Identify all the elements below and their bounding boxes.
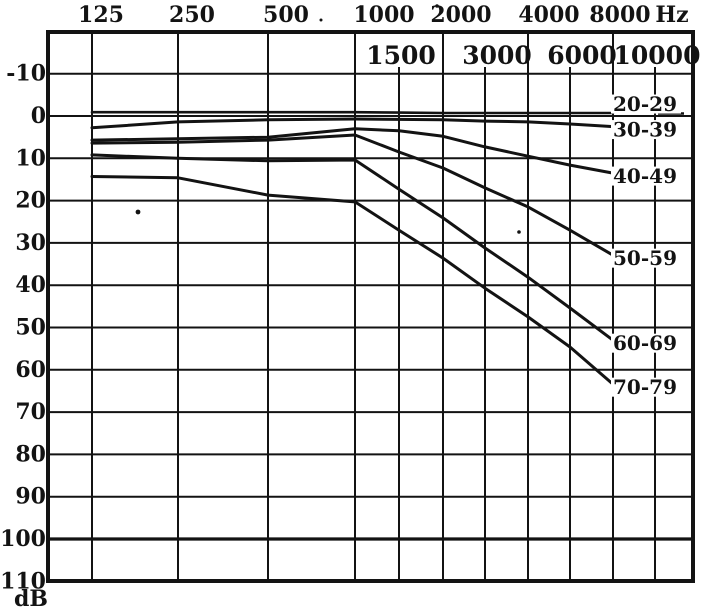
curve-70-79 xyxy=(90,175,615,386)
y-tick-label-0: 0 xyxy=(31,103,46,129)
curve-30-39 xyxy=(90,117,615,130)
x-tick-label-10000: 10000 xyxy=(614,41,701,70)
y-tick-label-30: 30 xyxy=(15,230,46,256)
curve-60-69 xyxy=(90,153,615,342)
y-axis-unit-label: dB xyxy=(14,586,48,612)
series-label-40-49: 40-49 xyxy=(613,164,677,188)
print-speck-2 xyxy=(435,4,439,8)
y-tick-label-110: 110 xyxy=(0,568,46,594)
series-label-bg-40-49 xyxy=(611,166,681,186)
x-tick-label-3000: 3000 xyxy=(462,41,532,70)
y-tick-label--10: -10 xyxy=(6,61,46,87)
series-label-bg-70-79 xyxy=(611,377,681,397)
series-label-20-29: 20-29 xyxy=(613,92,677,116)
print-speck-0 xyxy=(135,209,141,215)
print-speck-1 xyxy=(517,230,521,234)
y-tick-label-50: 50 xyxy=(15,315,46,341)
series-label-50-59: 50-59 xyxy=(613,246,677,270)
series-label-bg-60-69 xyxy=(611,333,681,353)
y-tick-label-20: 20 xyxy=(15,188,46,214)
series-label-60-69: 60-69 xyxy=(613,331,677,355)
x-tick-label-6000: 6000 xyxy=(547,41,617,70)
series-label-bg-30-39 xyxy=(611,120,681,140)
chart-frame xyxy=(46,30,695,583)
y-tick-label-10: 10 xyxy=(15,145,46,171)
y-tick-label-60: 60 xyxy=(15,357,46,383)
print-speck-4 xyxy=(590,16,594,20)
curve-40-49 xyxy=(90,127,615,175)
x-axis-unit-label: Hz xyxy=(655,2,688,28)
x-tick-label-8000: 8000 xyxy=(589,2,650,28)
curve-50-59 xyxy=(90,133,615,257)
curve-20-29 xyxy=(90,110,615,115)
y-tick-label-100: 100 xyxy=(0,526,46,552)
print-speck-3 xyxy=(319,18,323,22)
series-label-70-79: 70-79 xyxy=(613,375,677,399)
y-tick-label-70: 70 xyxy=(15,399,46,425)
x-tick-label-1500: 1500 xyxy=(366,41,436,70)
x-tick-label-4000: 4000 xyxy=(518,2,579,28)
x-tick-label-2000: 2000 xyxy=(430,2,491,28)
y-tick-label-40: 40 xyxy=(15,272,46,298)
series-label-bg-20-29 xyxy=(611,94,681,114)
series-label-bg-50-59 xyxy=(611,248,681,268)
x-tick-label-1000: 1000 xyxy=(353,2,414,28)
x-tick-label-250: 250 xyxy=(169,2,215,28)
y-tick-label-80: 80 xyxy=(15,441,46,467)
series-label-30-39: 30-39 xyxy=(613,118,677,142)
x-tick-label-125: 125 xyxy=(78,2,124,28)
x-tick-label-500: 500 xyxy=(263,2,309,28)
y-tick-label-90: 90 xyxy=(15,484,46,510)
